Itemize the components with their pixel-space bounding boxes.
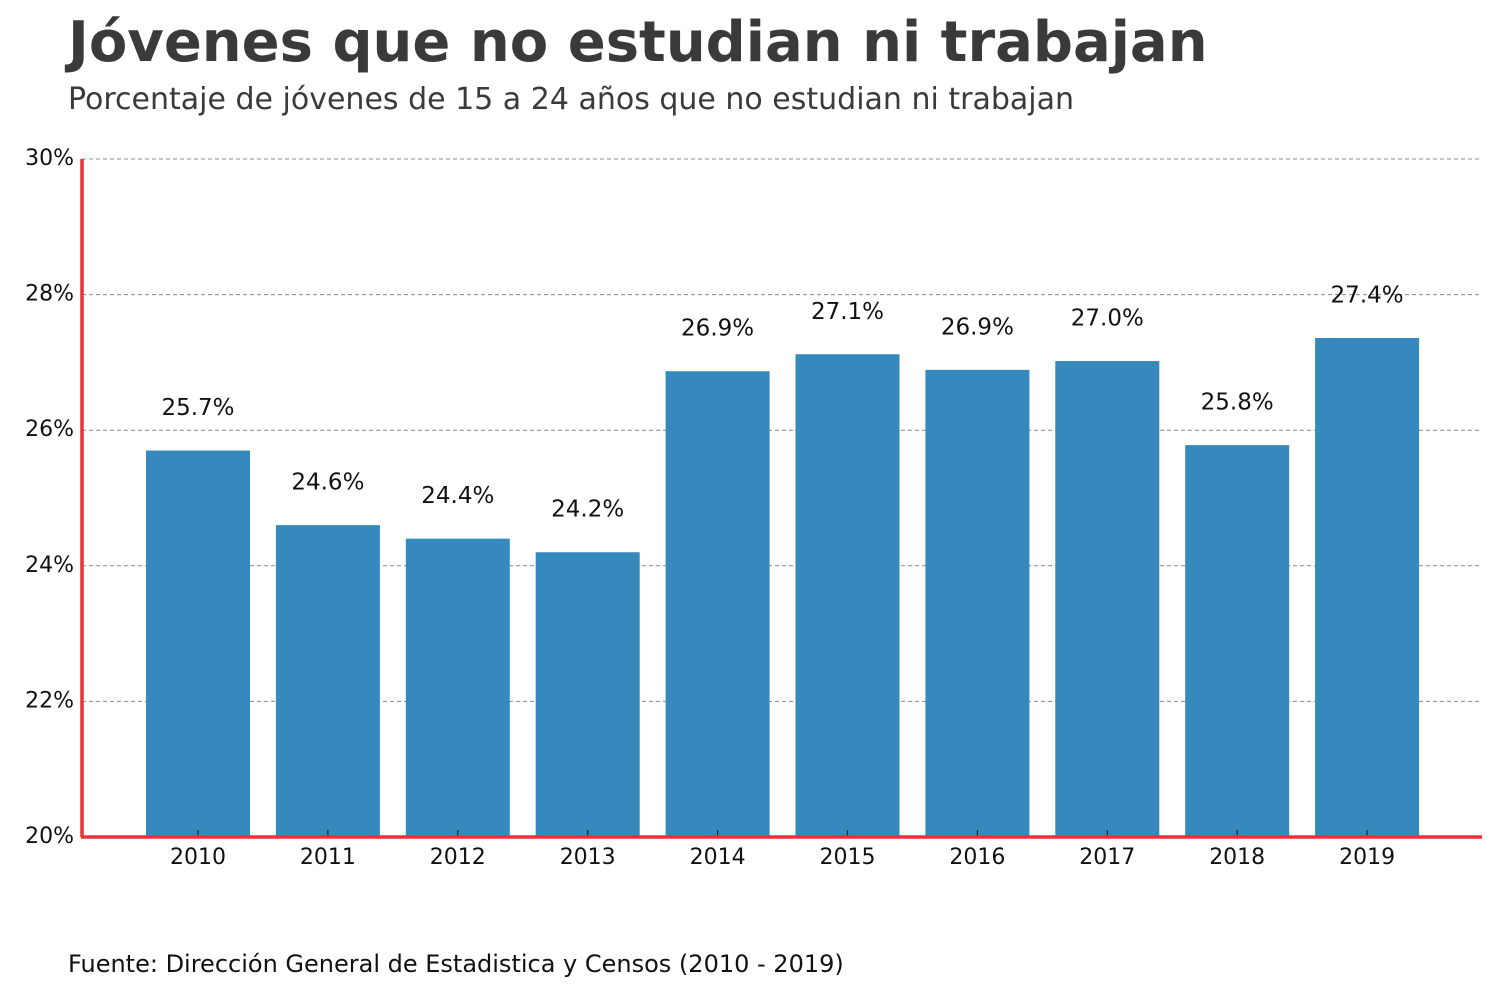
- x-tick-label: 2014: [690, 845, 746, 870]
- x-tick-label: 2019: [1339, 845, 1395, 870]
- data-label: 27.4%: [1331, 282, 1404, 308]
- data-label: 27.1%: [811, 299, 884, 325]
- bar: [535, 552, 640, 837]
- bar: [275, 525, 380, 837]
- bar: [1055, 361, 1160, 837]
- x-tick-label: 2017: [1079, 845, 1135, 870]
- data-label: 25.7%: [161, 395, 234, 421]
- y-tick-label: 30%: [25, 146, 74, 171]
- chart-title: Jóvenes que no estudian ni trabajan: [68, 10, 1208, 75]
- axes: 20% 22% 24% 26% 28% 30% 2010 2011 2012 2013 2014 20…: [25, 146, 1482, 870]
- y-tick-label: 28%: [25, 282, 74, 307]
- data-label: 25.8%: [1201, 390, 1274, 416]
- data-label: 24.4%: [421, 483, 494, 509]
- x-tick-label: 2013: [560, 845, 616, 870]
- bar: [1185, 445, 1290, 837]
- data-label: 26.9%: [941, 314, 1014, 340]
- data-labels: 25.7% 24.6% 24.4% 24.2% 26.9% 27.1% 26.9% 27.0%…: [161, 282, 1403, 522]
- x-tick-label: 2018: [1209, 845, 1265, 870]
- data-label: 24.6%: [291, 470, 364, 496]
- data-label: 27.0%: [1071, 306, 1144, 332]
- bar: [795, 354, 900, 837]
- bar: [665, 371, 770, 837]
- bar: [925, 369, 1030, 837]
- x-tick-label: 2016: [949, 845, 1005, 870]
- x-tick-label: 2015: [820, 845, 876, 870]
- data-label: 26.9%: [681, 316, 754, 342]
- x-tick-label: 2011: [300, 845, 356, 870]
- bar: [146, 450, 250, 837]
- bar: [1315, 337, 1420, 837]
- x-tick-label: 2012: [430, 845, 486, 870]
- y-tick-label: 26%: [25, 417, 74, 442]
- data-label: 24.2%: [551, 497, 624, 523]
- y-tick-label: 24%: [25, 553, 74, 578]
- bar: [405, 538, 510, 837]
- y-tick-label: 20%: [25, 824, 74, 849]
- bars: [146, 337, 1420, 837]
- source-note: Fuente: Dirección General de Estadistica…: [68, 950, 844, 978]
- y-tick-label: 22%: [25, 688, 74, 713]
- x-tick-label: 2010: [170, 845, 226, 870]
- chart-subtitle: Porcentaje de jóvenes de 15 a 24 años qu…: [68, 82, 1075, 117]
